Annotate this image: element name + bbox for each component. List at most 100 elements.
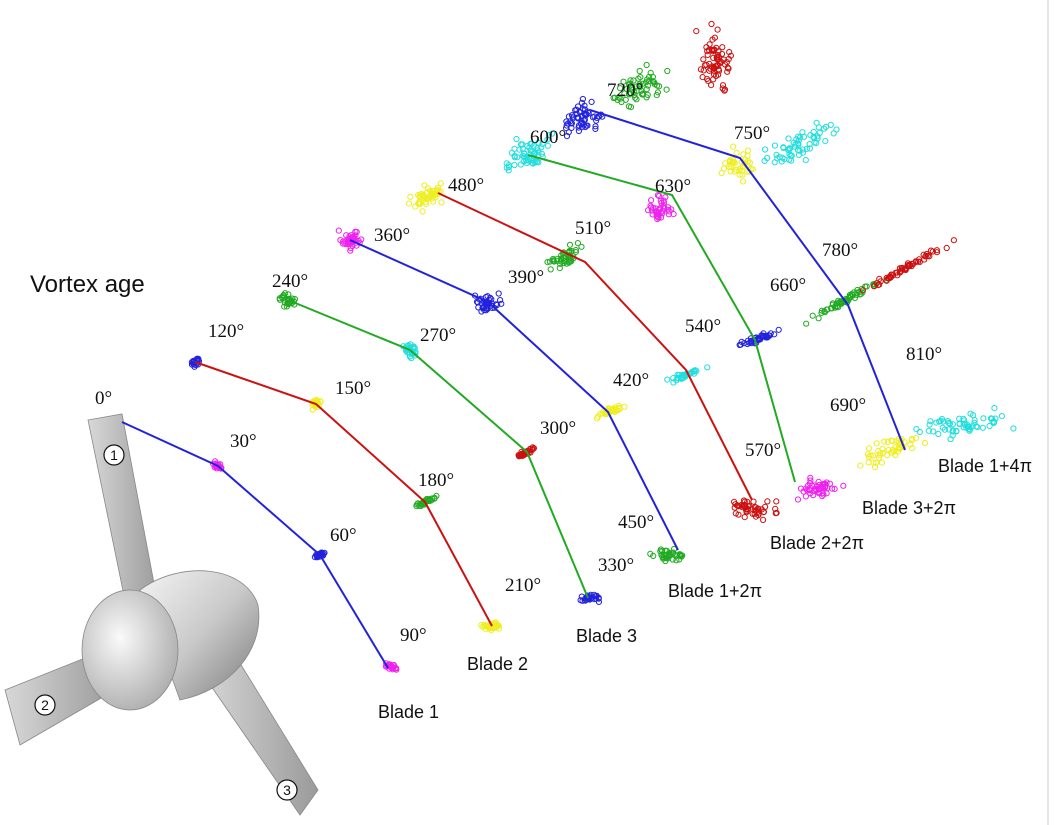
particle [969,423,976,430]
particle [746,159,754,166]
particle [761,157,768,164]
particle [829,301,836,308]
particle [626,91,633,98]
particle [564,120,572,127]
particle-clusters [188,20,1017,673]
particle [971,417,978,424]
blade-label: Blade 2 [467,654,528,674]
particle [915,258,922,265]
particle [629,86,636,93]
vortex-cluster [913,405,1017,443]
particle [574,114,581,121]
vortex-cluster [400,341,419,362]
vortex-cluster [645,192,677,223]
particle [764,498,771,505]
particle [727,157,734,164]
blade-number: 3 [283,782,291,798]
particle [511,154,518,161]
particle [803,145,811,152]
particle [627,104,635,111]
particle [344,239,351,246]
particle [742,503,749,510]
particle [848,293,855,300]
particle [556,265,563,272]
vortex-age-label: 750° [734,123,770,144]
particle [420,191,427,198]
particle [707,65,714,72]
particle [405,200,413,207]
particle [530,445,538,452]
particle [962,421,969,428]
particle [595,413,602,420]
particle [946,420,954,427]
particle [896,265,904,272]
particle [818,307,826,314]
vortex-age-label: 510° [575,218,611,239]
vortex-trajectory [527,154,796,483]
particle [653,92,660,99]
particle [659,208,666,215]
particle [654,192,662,199]
particle [773,509,780,517]
particle [986,422,993,430]
particle [498,300,505,307]
particle [967,410,974,417]
vortex-age-label: 570° [745,440,781,461]
particle [672,552,679,559]
hub-face [81,589,179,711]
particle [411,345,418,352]
particle [659,210,666,217]
particle [887,274,895,281]
vortex-trajectory [349,239,679,551]
particle [421,182,428,189]
particle [822,138,829,145]
particle [335,227,342,234]
vortex-age-label: 630° [655,176,691,197]
particle [949,421,957,428]
particle [478,308,485,315]
particle [811,139,818,146]
particle [752,504,759,511]
particle [807,477,814,484]
particle [756,335,763,342]
particle [664,67,671,75]
particle [725,55,732,63]
particle [701,62,708,69]
particle [708,20,715,28]
particle [767,330,774,337]
particle [519,145,526,152]
particle [945,419,952,427]
particle [317,398,324,405]
particle [943,244,950,252]
particle [909,445,916,452]
vortex-cluster [731,497,780,524]
particle [517,161,524,168]
particle [732,510,739,517]
particle [652,205,659,212]
particle [636,83,644,91]
particle [786,151,793,158]
particle [423,201,430,208]
particle [430,198,437,205]
particle [876,281,883,288]
particle [482,293,490,301]
particle [479,300,486,307]
particle [389,664,397,672]
particle [802,157,809,164]
particle [711,34,719,41]
particle [741,514,748,521]
particle [216,465,223,472]
particle [483,305,490,312]
particle [514,154,521,161]
particle [905,261,912,269]
particle [760,332,768,340]
particle [926,421,933,428]
particle [710,76,717,83]
particle [697,66,705,73]
particle [802,493,810,500]
vortex-trajectory [121,421,389,669]
particle [710,71,718,78]
particle [804,487,811,494]
particle [877,278,884,285]
